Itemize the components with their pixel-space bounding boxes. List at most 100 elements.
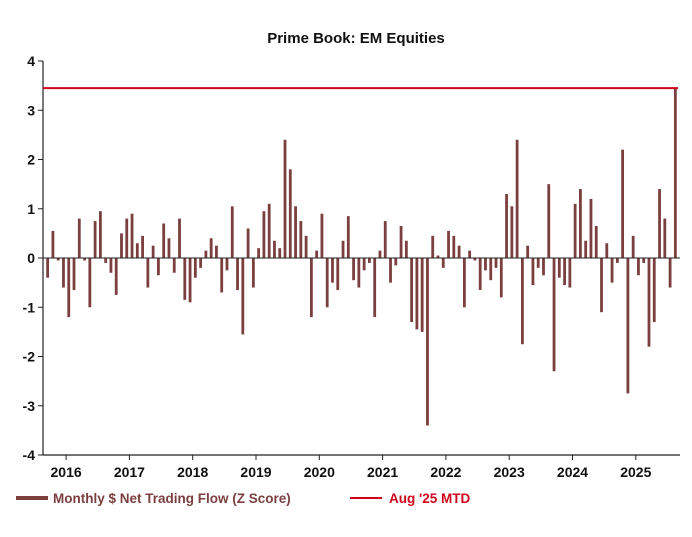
- bar: [505, 193, 508, 258]
- bar: [631, 235, 635, 258]
- bar: [515, 139, 519, 258]
- bar: [594, 225, 598, 258]
- legend-bar-label: Monthly $ Net Trading Flow (Z Score): [53, 491, 291, 506]
- bar: [309, 258, 313, 318]
- bar: [183, 258, 187, 300]
- bar: [663, 218, 667, 258]
- bar: [346, 216, 350, 258]
- x-tick-label: 2016: [51, 464, 82, 480]
- bar: [420, 258, 424, 332]
- bar: [357, 258, 361, 288]
- bar: [188, 258, 192, 303]
- bar: [605, 243, 609, 258]
- bar: [484, 258, 487, 271]
- y-tick-label: 1: [27, 201, 35, 217]
- bar: [246, 228, 250, 258]
- bar: [552, 258, 556, 372]
- bar: [647, 258, 651, 347]
- bar: [104, 258, 108, 263]
- bar: [621, 149, 625, 258]
- bar: [557, 258, 561, 278]
- bar: [368, 258, 371, 263]
- bar: [220, 258, 224, 293]
- bar: [410, 258, 414, 323]
- bar: [283, 139, 287, 258]
- bar: [98, 211, 102, 258]
- bar: [167, 238, 171, 258]
- y-tick-label: 3: [27, 102, 35, 118]
- bar: [241, 258, 245, 335]
- x-tick-label: 2022: [430, 464, 461, 480]
- bar: [499, 258, 503, 298]
- bar: [531, 258, 535, 286]
- x-tick-label: 2024: [557, 464, 588, 480]
- bar: [637, 258, 640, 276]
- legend: Monthly $ Net Trading Flow (Z Score) Aug…: [16, 491, 470, 506]
- bar: [304, 235, 308, 258]
- bar: [204, 250, 208, 258]
- bar: [288, 169, 292, 258]
- bar: [441, 258, 445, 268]
- x-tick-label: 2017: [114, 464, 145, 480]
- bar: [336, 258, 340, 291]
- bar: [51, 230, 55, 258]
- bar: [447, 230, 450, 258]
- bar: [652, 258, 656, 323]
- bar: [315, 250, 319, 258]
- bar: [584, 240, 588, 258]
- x-tick-label: 2019: [240, 464, 271, 480]
- legend-ref-label: Aug '25 MTD: [389, 491, 470, 506]
- bar: [77, 218, 81, 258]
- bar: [542, 258, 545, 276]
- bar: [457, 245, 461, 258]
- bar: [626, 258, 630, 394]
- x-tick-label: 2021: [367, 464, 398, 480]
- bar: [67, 258, 71, 318]
- bar: [230, 206, 234, 258]
- y-tick-label: 0: [27, 250, 35, 266]
- bar: [536, 258, 540, 268]
- bar: [568, 258, 572, 288]
- bar: [62, 258, 65, 288]
- bar: [362, 258, 366, 271]
- bar: [452, 235, 456, 258]
- x-tick-label: 2018: [177, 464, 208, 480]
- bar: [642, 258, 646, 263]
- bar: [404, 240, 408, 258]
- bar: [251, 258, 255, 288]
- bar: [125, 218, 129, 258]
- bar: [473, 258, 477, 261]
- bar: [172, 258, 176, 273]
- bar: [668, 258, 672, 288]
- bar: [141, 235, 144, 258]
- bar: [394, 258, 398, 266]
- bar: [257, 248, 261, 258]
- bar: [225, 258, 229, 271]
- bar: [489, 258, 493, 281]
- bar: [46, 258, 50, 278]
- bar-series: [46, 88, 677, 426]
- bar: [510, 206, 514, 258]
- y-tick-label: -3: [23, 398, 36, 414]
- bar: [383, 221, 387, 258]
- tick-labels: 4 3 2 1 0 -1 -2 -3 -4 2016 2017 2018 2019 2020 2021 202…: [23, 53, 652, 480]
- bar: [236, 258, 239, 291]
- bar: [389, 258, 392, 283]
- bar: [193, 258, 197, 278]
- bar: [199, 258, 203, 268]
- y-tick-label: -2: [23, 349, 36, 365]
- y-tick-label: -1: [23, 299, 36, 315]
- y-tick-label: 2: [27, 152, 35, 168]
- bar: [278, 248, 282, 258]
- bar: [589, 198, 593, 258]
- bar: [600, 258, 603, 313]
- bar: [331, 258, 334, 283]
- bar: [299, 221, 303, 258]
- bar: [294, 206, 297, 258]
- x-tick-label: 2025: [620, 464, 651, 480]
- x-tick-label: 2023: [494, 464, 525, 480]
- bar: [520, 258, 524, 345]
- bar: [563, 258, 566, 286]
- bar: [267, 203, 271, 258]
- bar: [178, 218, 181, 258]
